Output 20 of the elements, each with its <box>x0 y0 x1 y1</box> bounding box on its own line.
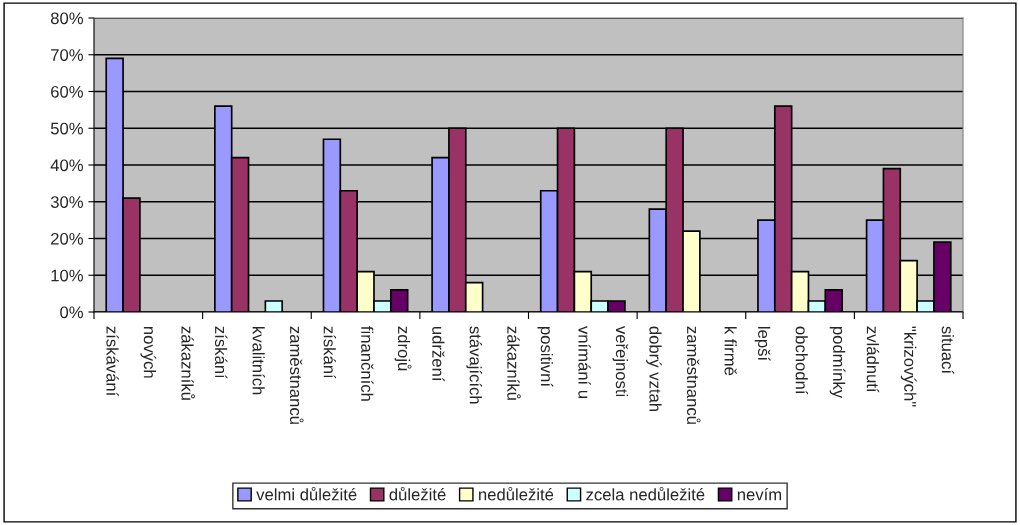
legend-label: zcela nedůležité <box>586 486 705 501</box>
legend-label: velmi důležité <box>256 486 357 501</box>
category-label: positivní vnímání u veřejnosti <box>537 325 629 398</box>
y-tick-label: 80% <box>50 12 83 25</box>
y-tick-label: 50% <box>50 122 83 135</box>
y-tick-label: 60% <box>51 85 83 98</box>
y-tick-label: 10% <box>51 269 83 282</box>
category-label: získávání nových zákazníků <box>106 326 195 400</box>
category-label: lepší obchodní podmínky <box>754 326 846 399</box>
legend-label: nedůležité <box>479 486 554 501</box>
category-label: zvládnutí "krizových" situací <box>866 326 955 407</box>
y-tick-label: 70% <box>51 49 83 61</box>
category-label: získání kvalitních zaměstnanců <box>214 326 304 424</box>
legend-label: nevím <box>737 488 782 501</box>
y-tick-label: 30% <box>50 196 83 208</box>
y-tick-label: 40% <box>50 159 83 172</box>
category-label: dobrý vztah zaměstnanců k firmě <box>646 326 737 424</box>
y-tick-label: 0% <box>60 306 83 319</box>
legend-label: důležité <box>389 486 446 501</box>
y-tick-label: 20% <box>51 232 83 245</box>
